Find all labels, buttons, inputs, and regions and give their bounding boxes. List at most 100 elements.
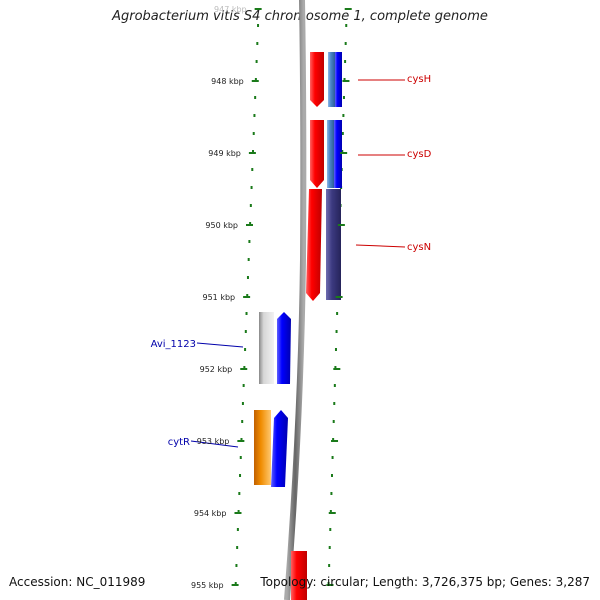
scale-tick-mark bbox=[254, 8, 262, 10]
scale-tick-label: 954 kbp bbox=[194, 509, 227, 518]
scale-tick-mark bbox=[246, 224, 253, 226]
left-track-dot bbox=[252, 150, 254, 153]
right-track-dot bbox=[344, 60, 347, 63]
left-track-dot bbox=[234, 582, 237, 585]
left-track-dot bbox=[238, 492, 241, 495]
right-track-dot bbox=[334, 348, 337, 351]
gene-label-avi-1123[interactable]: Avi_1123 bbox=[151, 339, 196, 350]
right-dotted-track bbox=[327, 24, 348, 585]
right-track-dot bbox=[328, 564, 331, 567]
left-track-dot bbox=[243, 366, 246, 369]
cysH-steel-block[interactable] bbox=[328, 52, 335, 107]
scale-tick-mark bbox=[251, 80, 259, 82]
left-track-dot bbox=[254, 96, 257, 99]
left-track-dot bbox=[236, 546, 239, 549]
left-track-dot bbox=[240, 438, 243, 441]
right-track-dot bbox=[335, 330, 338, 333]
scale-tick-label: 950 kbp bbox=[205, 221, 238, 230]
right-track-dot bbox=[332, 438, 335, 441]
topology-text: Topology: circular; Length: 3,726,375 bp… bbox=[260, 575, 590, 589]
left-track-dot bbox=[256, 42, 259, 45]
scale-tick-mark-right bbox=[335, 296, 343, 298]
cysD-blue-block[interactable] bbox=[334, 120, 342, 188]
cysH-arrow[interactable] bbox=[310, 52, 324, 107]
accession-text: Accession: NC_011989 bbox=[9, 575, 146, 589]
left-track-dot bbox=[246, 294, 249, 297]
gene-label-cysD[interactable]: cysD bbox=[407, 149, 432, 160]
avi-1123-gray-block[interactable] bbox=[259, 312, 274, 384]
scale-tick-mark-right bbox=[328, 512, 336, 514]
left-track-dot bbox=[257, 24, 260, 27]
scale-tick-mark-right bbox=[326, 584, 334, 586]
left-track-dot bbox=[242, 384, 245, 387]
right-track-dot bbox=[343, 78, 346, 81]
chromosome-backbone bbox=[284, 0, 307, 600]
scale-tick-mark-right bbox=[337, 224, 345, 226]
right-track-dot bbox=[334, 366, 337, 369]
cysD-steel-block[interactable] bbox=[327, 120, 334, 188]
scale-tick-label: 947 kbp bbox=[214, 5, 247, 14]
scale-tick-mark bbox=[240, 368, 248, 370]
right-track-dot bbox=[332, 420, 335, 423]
right-track-dot bbox=[328, 546, 331, 549]
scale-tick-mark-right bbox=[331, 440, 339, 442]
right-track-dot bbox=[344, 42, 347, 45]
left-track-dot bbox=[255, 60, 258, 63]
left-track-dot bbox=[239, 474, 242, 477]
right-track-dot bbox=[345, 24, 348, 27]
scale-tick-label: 953 kbp bbox=[197, 437, 230, 446]
left-track-dot bbox=[248, 240, 251, 243]
left-track-dot bbox=[241, 402, 244, 405]
left-track-dot bbox=[254, 78, 257, 81]
left-dotted-track bbox=[234, 24, 260, 585]
gene-label-cysH[interactable]: cysH bbox=[407, 74, 431, 85]
gene-features bbox=[254, 52, 342, 600]
scale-tick-label: 951 kbp bbox=[203, 293, 236, 302]
left-track-dot bbox=[246, 276, 249, 279]
cytR-arrow[interactable] bbox=[271, 410, 288, 487]
scale-tick-mark bbox=[234, 512, 242, 514]
gene-labels: cysH cysD cysN Avi_1123 cytR bbox=[151, 74, 432, 448]
left-track-dot bbox=[241, 420, 244, 423]
scale-ticks: 947 kbp 948 kbp 949 kbp 950 kbp 951 kbp 952 k… bbox=[191, 5, 352, 590]
right-track-dot bbox=[330, 474, 333, 477]
scale-tick-label: 955 kbp bbox=[191, 581, 224, 590]
scale-tick-mark bbox=[248, 152, 256, 154]
right-track-dot bbox=[336, 312, 339, 315]
right-track-dot bbox=[329, 510, 332, 513]
gene-label-cysN[interactable]: cysN bbox=[407, 242, 431, 253]
left-track-dot bbox=[245, 312, 248, 315]
cysD-arrow[interactable] bbox=[310, 120, 324, 188]
cysN-indigo-block[interactable] bbox=[326, 189, 341, 300]
left-track-dot bbox=[249, 204, 252, 207]
cysN-arrow[interactable] bbox=[306, 189, 322, 301]
left-track-dot bbox=[237, 510, 240, 513]
right-track-dot bbox=[342, 96, 345, 99]
cysH-blue-block[interactable] bbox=[335, 52, 342, 107]
scale-tick-label: 949 kbp bbox=[208, 149, 241, 158]
right-track-dot bbox=[330, 492, 333, 495]
scale-tick-mark bbox=[237, 440, 245, 442]
right-track-dot bbox=[329, 528, 332, 531]
left-track-dot bbox=[235, 564, 238, 567]
left-track-dot bbox=[236, 528, 239, 531]
right-track-dot bbox=[342, 114, 345, 117]
left-track-dot bbox=[239, 456, 242, 459]
gene-label-cytR[interactable]: cytR bbox=[168, 437, 190, 448]
scale-tick-mark-right bbox=[344, 8, 352, 10]
right-track-dot bbox=[331, 456, 334, 459]
left-track-dot bbox=[244, 348, 247, 351]
right-track-dot bbox=[327, 582, 330, 585]
scale-tick-label: 952 kbp bbox=[200, 365, 233, 374]
left-track-dot bbox=[250, 186, 253, 189]
avi-1123-arrow[interactable] bbox=[277, 312, 291, 384]
right-track-dot bbox=[333, 384, 336, 387]
right-track-dot bbox=[333, 402, 336, 405]
scale-tick-mark-right bbox=[342, 80, 350, 82]
next-gene-red-block[interactable] bbox=[291, 551, 307, 600]
cytR-orange-block[interactable] bbox=[254, 410, 271, 485]
scale-tick-mark bbox=[243, 296, 251, 298]
scale-tick-mark bbox=[231, 584, 239, 586]
left-track-dot bbox=[253, 114, 256, 117]
